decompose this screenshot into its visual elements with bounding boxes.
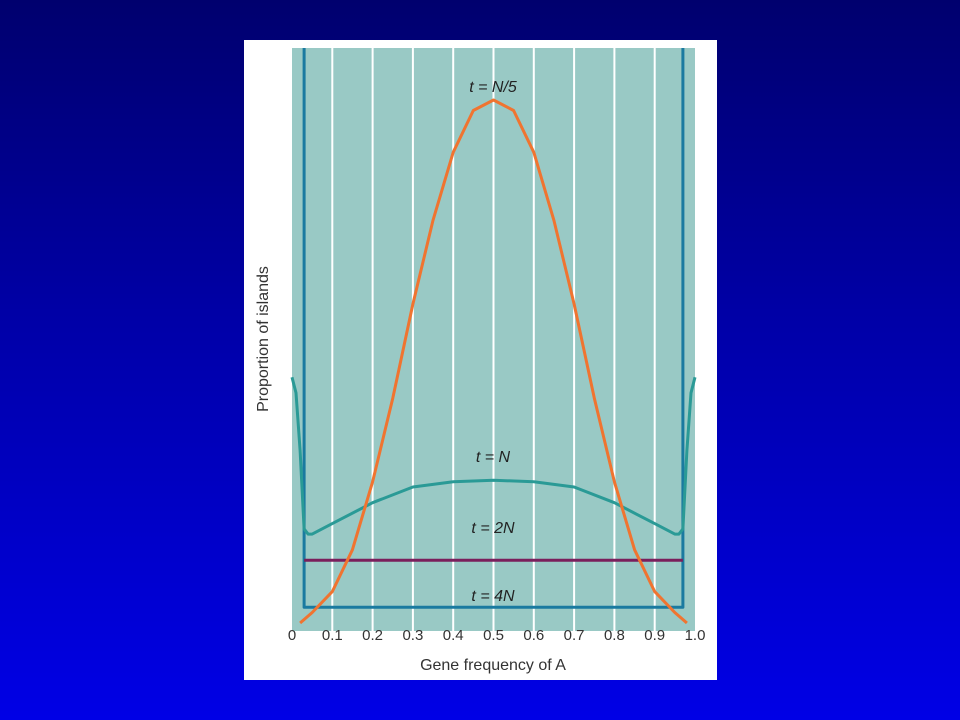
x-tick-label: 0.5 xyxy=(483,627,504,644)
series-line-3 xyxy=(302,48,685,609)
figure-panel: t = N/5 t = N t = 2N t = 4N 0 0.1 0.2 0.3 0.… xyxy=(244,40,717,680)
x-tick-label: 0.3 xyxy=(402,627,423,644)
x-tick-label: 0.4 xyxy=(443,627,464,644)
chart: t = N/5 t = N t = 2N t = 4N 0 0.1 0.2 0.3 0.… xyxy=(255,48,706,674)
x-tick-label: 1.0 xyxy=(685,627,706,644)
series-label-t-n-5: t = N/5 xyxy=(469,79,517,96)
grid-lines xyxy=(331,48,656,631)
series-line-1 xyxy=(290,376,697,536)
x-tick-label: 0.7 xyxy=(564,627,585,644)
x-tick-label: 0 xyxy=(288,627,296,644)
x-tick-label: 0.1 xyxy=(322,627,343,644)
x-tick-label: 0.2 xyxy=(362,627,383,644)
x-tick-label: 0.9 xyxy=(644,627,665,644)
series-label-t-n: t = N xyxy=(476,449,511,466)
y-axis-title: Proportion of islands xyxy=(255,266,272,412)
series-line-0 xyxy=(299,98,688,625)
x-tick-labels: 0 0.1 0.2 0.3 0.4 0.5 0.6 0.7 0.8 0.9 1.0 xyxy=(288,627,706,644)
series-labels: t = N/5 t = N t = 2N t = 4N xyxy=(469,79,517,605)
series-label-t-4n: t = 4N xyxy=(471,588,515,605)
series-label-t-2n: t = 2N xyxy=(471,520,515,537)
x-axis-title: Gene frequency of A xyxy=(420,657,566,674)
series-lines xyxy=(290,48,697,625)
x-tick-label: 0.8 xyxy=(604,627,625,644)
x-tick-label: 0.6 xyxy=(523,627,544,644)
